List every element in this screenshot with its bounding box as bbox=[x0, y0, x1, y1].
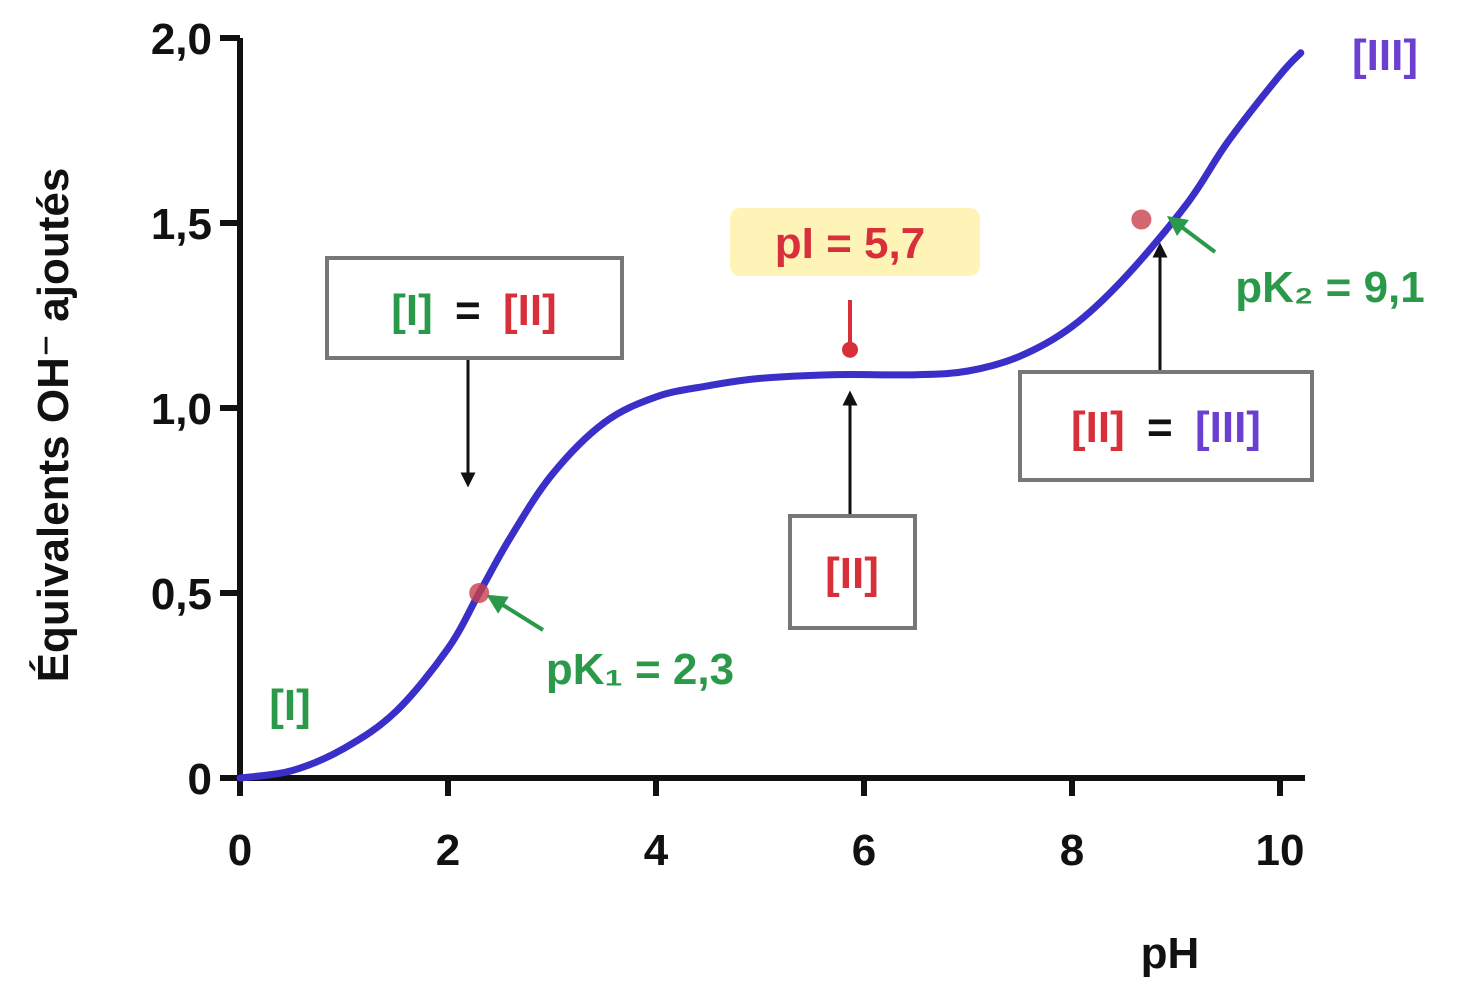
pi-label-highlight bbox=[730, 208, 980, 276]
pk1-arrow bbox=[486, 594, 545, 632]
pi-label: pI = 5,7 bbox=[775, 219, 925, 268]
start-species-label: [I] bbox=[269, 681, 311, 730]
pi-point-marker bbox=[842, 341, 858, 358]
y-tick-label: 0,5 bbox=[151, 570, 212, 619]
pk2-point-marker bbox=[1131, 209, 1152, 230]
y-tick-label: 2,0 bbox=[151, 15, 212, 64]
box-ii-text: [II] bbox=[825, 549, 879, 598]
box-ii-eq-iii bbox=[1018, 370, 1314, 482]
ticks: 0 2 4 6 8 10 0 0,5 1,0 1,5 2,0 bbox=[151, 15, 1305, 875]
titration-curve bbox=[236, 49, 1305, 782]
pk2-label: pK₂ = 9,1 bbox=[1235, 263, 1425, 312]
x-tick-label: 2 bbox=[436, 826, 460, 875]
pk1-point-marker bbox=[469, 583, 490, 603]
x-tick-label: 0 bbox=[228, 826, 252, 875]
y-tick-label: 1,5 bbox=[151, 200, 212, 249]
box-ii bbox=[788, 514, 917, 630]
x-tick-label: 4 bbox=[644, 826, 669, 875]
x-axis-label: pH bbox=[1141, 929, 1200, 978]
y-tick-label: 0 bbox=[188, 755, 212, 804]
box-i-eq-ii bbox=[325, 256, 624, 360]
pk1-label: pK₁ = 2,3 bbox=[546, 645, 734, 694]
box-i-eq-ii-text: [I] = [II] bbox=[391, 286, 556, 335]
box-ii-eq-iii-text: [II] = [III] bbox=[1071, 403, 1261, 452]
pk2-arrow bbox=[1167, 216, 1217, 254]
x-tick-label: 8 bbox=[1060, 826, 1084, 875]
y-tick-label: 1,0 bbox=[151, 385, 212, 434]
x-tick-label: 6 bbox=[852, 826, 876, 875]
y-axis-label: Équivalents OH⁻ ajoutés bbox=[28, 168, 78, 683]
end-species-label: [III] bbox=[1352, 31, 1418, 80]
x-tick-label: 10 bbox=[1256, 826, 1305, 875]
